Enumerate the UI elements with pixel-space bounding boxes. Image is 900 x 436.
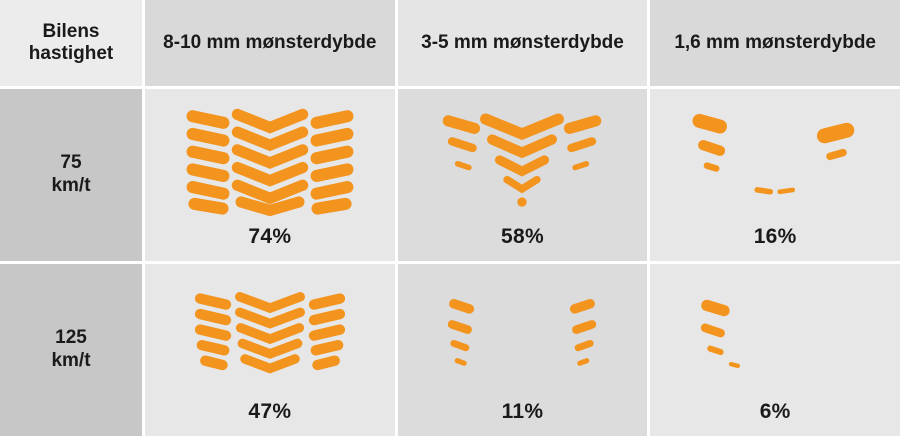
row-header-label: 75 km/t	[51, 152, 91, 196]
column-header-8-10mm: 8-10 mm mønsterdybde	[145, 0, 395, 86]
cell-125-1-6mm: 6%	[650, 264, 900, 436]
cell-125-3-5mm: 11%	[397, 264, 648, 436]
corner-header: Bilens hastighet	[0, 0, 142, 86]
row-header-label: 125 km/t	[51, 327, 91, 371]
contact-percentage: 11%	[501, 400, 544, 423]
tire-tread-full-icon	[186, 108, 354, 216]
tire-tread-minimal-icon	[700, 299, 741, 368]
tire-print-16pct	[650, 97, 900, 225]
contact-percentage: 16%	[753, 225, 797, 248]
tire-tread-edges-icon	[448, 298, 597, 366]
tire-print-74pct	[145, 97, 395, 225]
row-header-125kmt: 125 km/t	[0, 264, 142, 436]
cell-75-8-10mm: 74%	[145, 89, 395, 261]
tire-print-6pct	[650, 272, 900, 400]
contact-percentage: 58%	[501, 225, 544, 248]
contact-percentage: 74%	[248, 225, 292, 248]
tire-print-47pct	[145, 272, 395, 400]
cell-125-8-10mm: 47%	[145, 264, 395, 436]
corner-header-label: Bilens hastighet	[28, 21, 114, 64]
tire-tread-bald-icon	[692, 113, 855, 195]
column-header-3-5mm: 3-5 mm mønsterdybde	[397, 0, 648, 86]
column-header-label: 1,6 mm mønsterdybde	[674, 32, 876, 53]
cell-75-1-6mm: 16%	[650, 89, 900, 261]
contact-percentage: 47%	[248, 400, 292, 423]
tire-print-11pct	[398, 272, 648, 400]
row-header-75kmt: 75 km/t	[0, 89, 142, 261]
contact-percentage: 6%	[759, 400, 791, 423]
column-header-1-6mm: 1,6 mm mønsterdybde	[650, 0, 900, 86]
tire-print-58pct	[398, 97, 648, 225]
cell-75-3-5mm: 58%	[397, 89, 648, 261]
tire-tread-worn-icon	[443, 113, 602, 207]
column-header-label: 3-5 mm mønsterdybde	[421, 32, 624, 53]
column-header-label: 8-10 mm mønsterdybde	[163, 32, 377, 53]
tire-tread-full-icon	[194, 291, 345, 374]
